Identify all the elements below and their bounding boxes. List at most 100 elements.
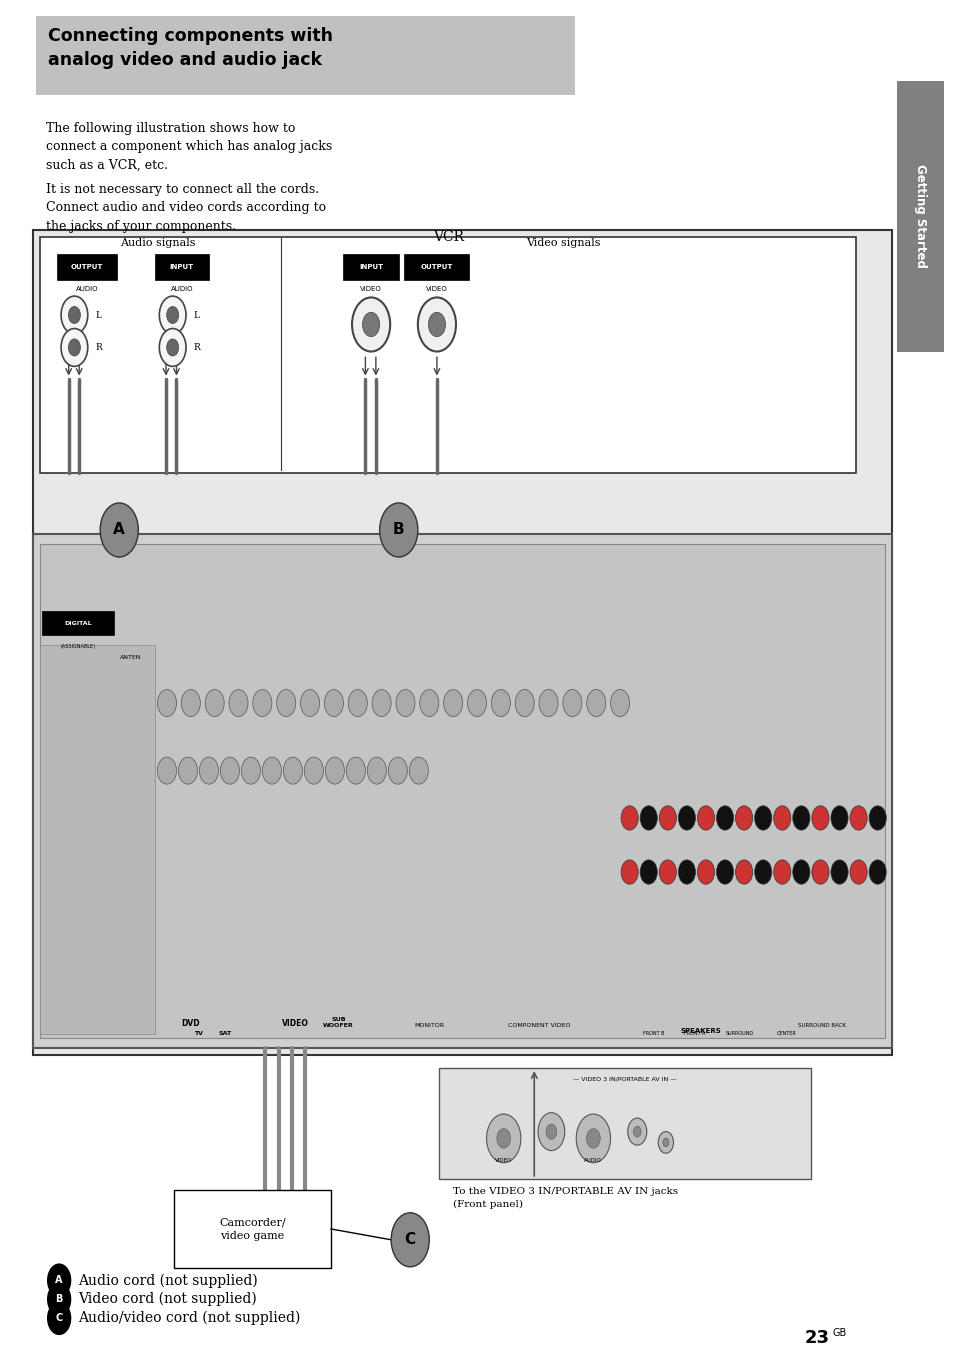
Circle shape (362, 312, 379, 337)
Bar (33, 230, 891, 1055)
Circle shape (157, 690, 176, 717)
Circle shape (69, 307, 80, 323)
Circle shape (395, 690, 415, 717)
Circle shape (372, 690, 391, 717)
Circle shape (167, 307, 178, 323)
Text: VIDEO: VIDEO (282, 1018, 309, 1028)
Text: TV: TV (193, 1030, 203, 1036)
Circle shape (697, 860, 714, 884)
Text: Connecting components with
analog video and audio jack: Connecting components with analog video … (48, 27, 333, 69)
Circle shape (181, 690, 200, 717)
Bar (154, 254, 209, 280)
Circle shape (48, 1264, 71, 1297)
Text: FRONT B: FRONT B (642, 1030, 663, 1036)
Circle shape (538, 690, 558, 717)
Circle shape (276, 690, 295, 717)
Text: DVD: DVD (181, 1018, 200, 1028)
Circle shape (159, 296, 186, 334)
Text: A: A (55, 1275, 63, 1286)
Text: INPUT: INPUT (358, 264, 383, 270)
Circle shape (61, 296, 88, 334)
Text: — VIDEO 3 IN/PORTABLE AV IN —: — VIDEO 3 IN/PORTABLE AV IN — (573, 1076, 676, 1082)
Circle shape (773, 860, 790, 884)
Circle shape (417, 297, 456, 352)
Text: L: L (95, 311, 101, 319)
Text: FRONT A: FRONT A (683, 1030, 704, 1036)
Circle shape (497, 1129, 510, 1148)
Bar (343, 254, 398, 280)
Text: CENTER: CENTER (777, 1030, 796, 1036)
Bar (33, 534, 891, 1048)
Text: (ASSIGNABLE): (ASSIGNABLE) (61, 644, 95, 649)
Circle shape (348, 690, 367, 717)
Text: SUB
WOOFER: SUB WOOFER (323, 1017, 354, 1028)
Text: Video cord (not supplied): Video cord (not supplied) (78, 1293, 256, 1306)
Text: OUTPUT: OUTPUT (71, 264, 103, 270)
Circle shape (754, 860, 771, 884)
Circle shape (324, 690, 343, 717)
Circle shape (868, 806, 885, 830)
Circle shape (662, 1138, 668, 1146)
Text: B: B (55, 1294, 63, 1305)
Circle shape (545, 1124, 557, 1140)
Circle shape (576, 1114, 610, 1163)
Bar (896, 81, 943, 352)
Text: ANTEN: ANTEN (120, 654, 142, 660)
Circle shape (262, 757, 281, 784)
Circle shape (735, 806, 752, 830)
Text: Getting Started: Getting Started (913, 165, 926, 268)
Circle shape (849, 806, 866, 830)
Circle shape (678, 806, 695, 830)
Circle shape (229, 690, 248, 717)
Circle shape (391, 1213, 429, 1267)
Circle shape (159, 329, 186, 366)
Text: SURROUND BACK: SURROUND BACK (798, 1022, 845, 1028)
Circle shape (811, 806, 828, 830)
Circle shape (167, 339, 178, 356)
Text: Video signals: Video signals (525, 238, 599, 249)
Circle shape (304, 757, 323, 784)
Circle shape (659, 806, 676, 830)
Circle shape (388, 757, 407, 784)
Bar (57, 254, 117, 280)
Circle shape (300, 690, 319, 717)
Circle shape (537, 1113, 564, 1151)
Circle shape (205, 690, 224, 717)
Text: SPEAKERS: SPEAKERS (680, 1029, 720, 1034)
Text: R: R (193, 343, 200, 352)
Text: It is not necessary to connect all the cords.
Connect audio and video cords acco: It is not necessary to connect all the c… (46, 183, 326, 233)
Text: VIDEO: VIDEO (426, 287, 447, 292)
Text: GB: GB (832, 1328, 846, 1338)
Circle shape (379, 503, 417, 557)
Text: INPUT: INPUT (170, 264, 193, 270)
Circle shape (792, 806, 809, 830)
Bar (173, 1190, 331, 1268)
Circle shape (409, 757, 428, 784)
Text: MONITOR: MONITOR (414, 1022, 444, 1028)
Circle shape (811, 860, 828, 884)
Circle shape (69, 339, 80, 356)
Circle shape (61, 329, 88, 366)
Text: Camcorder/
video game: Camcorder/ video game (219, 1217, 285, 1241)
Bar (36, 16, 575, 95)
Circle shape (100, 503, 138, 557)
Bar (404, 254, 469, 280)
Text: SURROUND: SURROUND (724, 1030, 753, 1036)
Circle shape (586, 690, 605, 717)
Text: 23: 23 (804, 1329, 829, 1348)
Circle shape (467, 690, 486, 717)
Circle shape (283, 757, 302, 784)
Text: To the VIDEO 3 IN/PORTABLE AV IN jacks
(Front panel): To the VIDEO 3 IN/PORTABLE AV IN jacks (… (453, 1187, 678, 1209)
Text: C: C (404, 1232, 416, 1248)
Circle shape (830, 806, 847, 830)
Text: Audio/video cord (not supplied): Audio/video cord (not supplied) (78, 1311, 300, 1325)
Circle shape (586, 1129, 599, 1148)
Text: AUDIO: AUDIO (75, 287, 98, 292)
Circle shape (773, 806, 790, 830)
Circle shape (241, 757, 260, 784)
Circle shape (627, 1118, 646, 1145)
Circle shape (678, 860, 695, 884)
Circle shape (48, 1302, 71, 1334)
Text: Audio cord (not supplied): Audio cord (not supplied) (78, 1274, 257, 1287)
Circle shape (157, 757, 176, 784)
